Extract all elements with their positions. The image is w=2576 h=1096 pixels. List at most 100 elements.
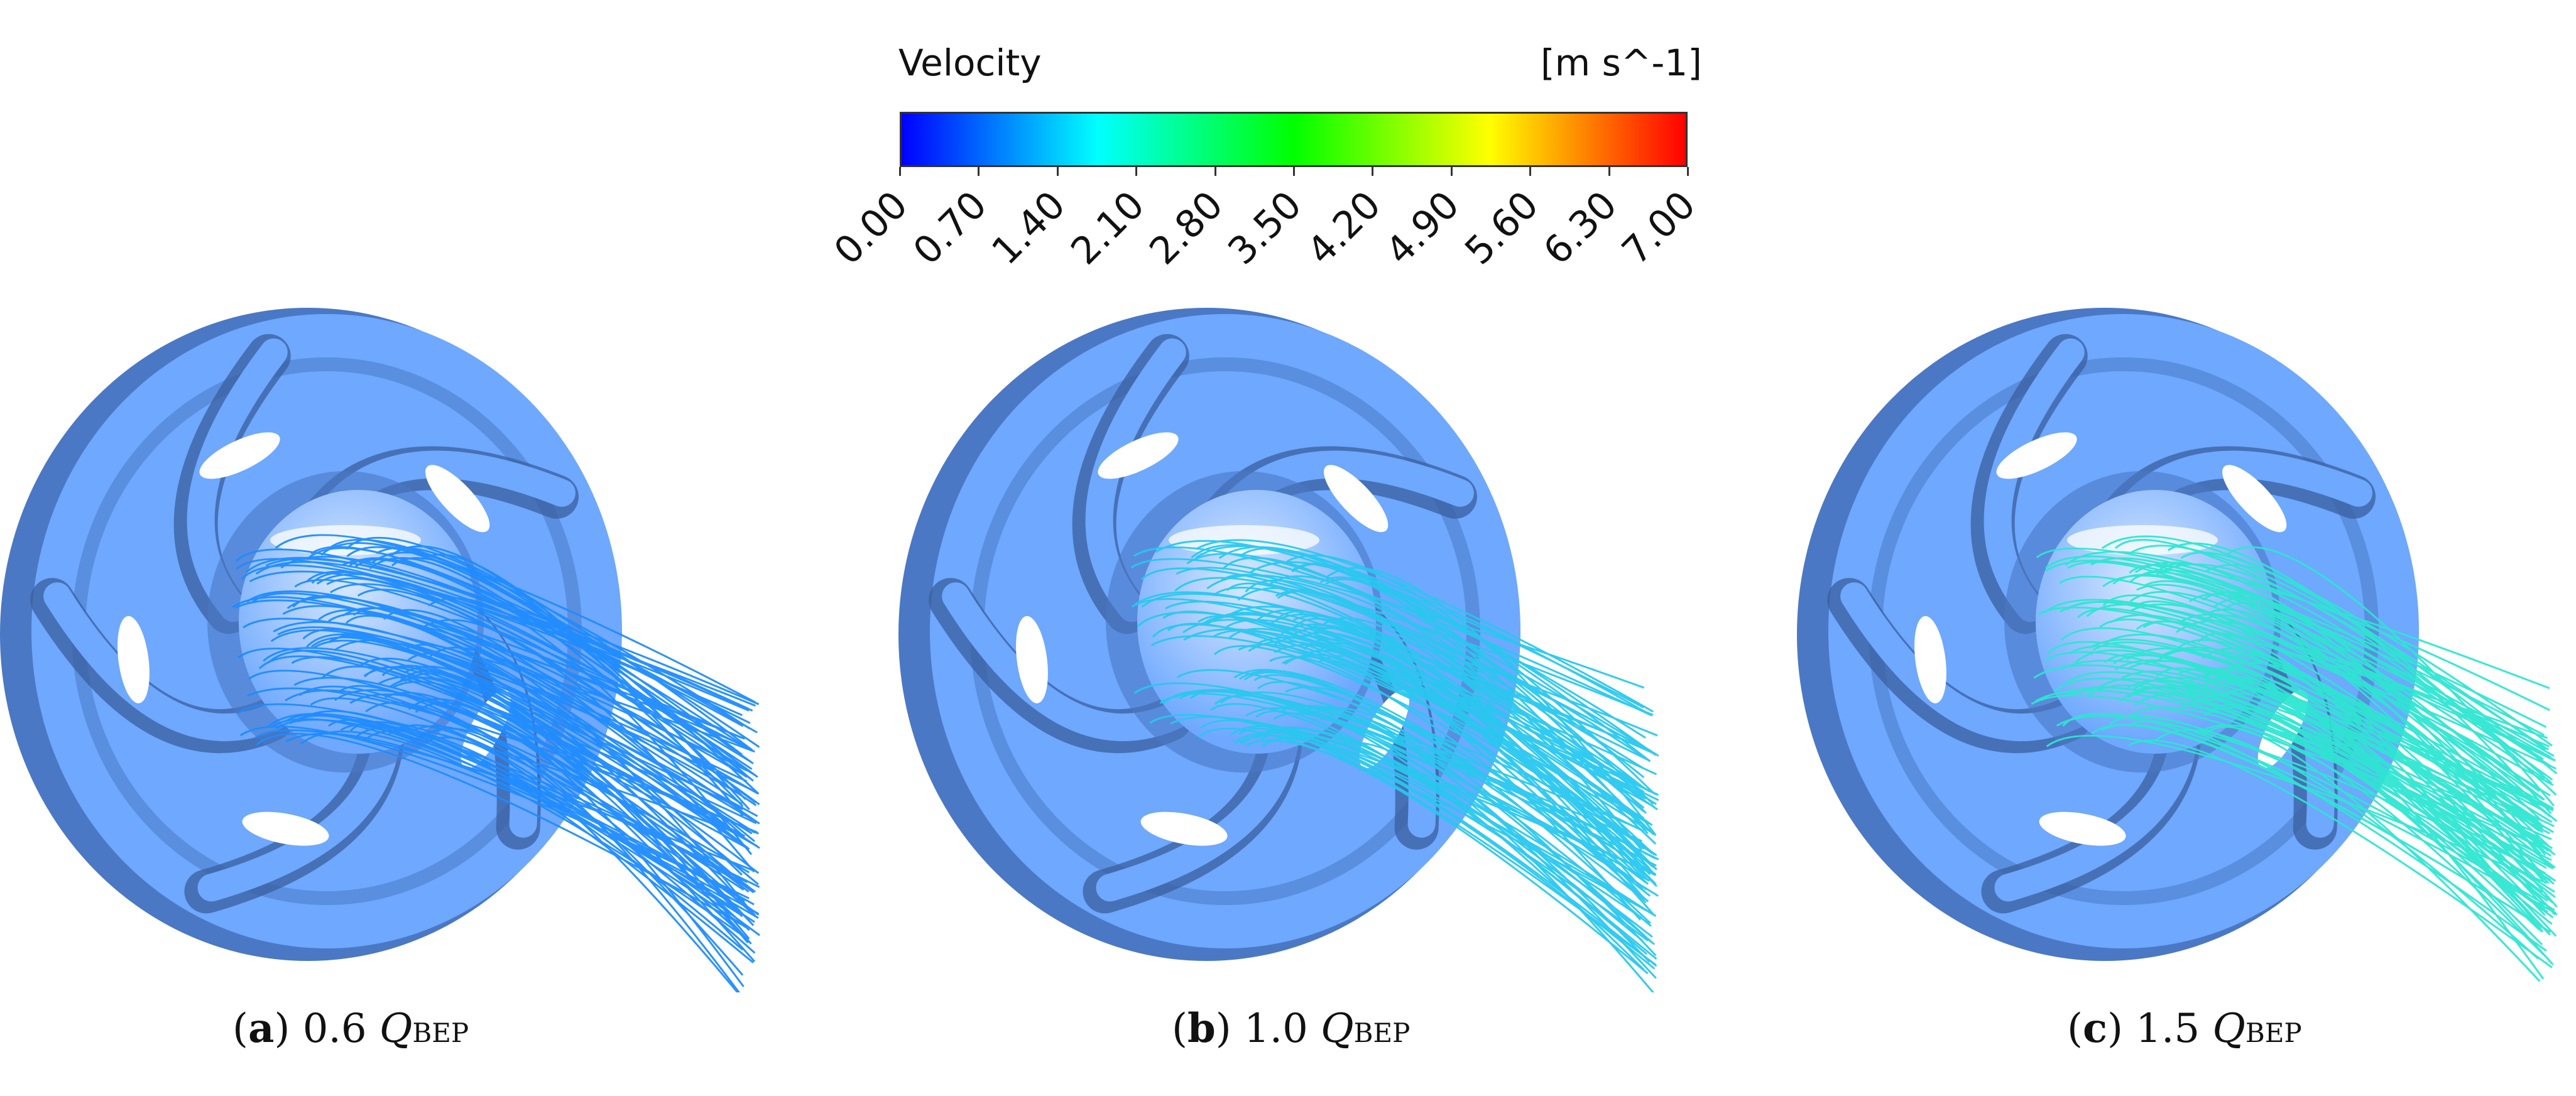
- streamline: [1176, 669, 1645, 832]
- caption-c-letter: c: [2082, 1005, 2107, 1052]
- streamline: [1285, 686, 1651, 925]
- streamline: [2061, 686, 2552, 861]
- streamline: [1225, 605, 1651, 793]
- streamline: [2036, 547, 2550, 690]
- streamline: [294, 578, 746, 748]
- streamline: [2066, 671, 2540, 839]
- streamline: [418, 727, 741, 992]
- streamline: [346, 546, 743, 756]
- streamline: [2114, 659, 2551, 857]
- colorbar-tick-label: 5.60: [1456, 183, 1547, 274]
- streamline: [1311, 707, 1657, 957]
- streamline: [2102, 575, 2545, 780]
- caption-b-q: Q: [1321, 1006, 1354, 1052]
- colorbar-tick-mark: [1372, 167, 1374, 176]
- streamline: [2086, 604, 2554, 786]
- colorbar-tick-mark: [1214, 167, 1216, 176]
- streamline: [2225, 687, 2545, 980]
- streamline: [349, 557, 758, 778]
- streamlines: [232, 534, 760, 992]
- streamline: [1170, 715, 1651, 874]
- caption-b-letter: b: [1187, 1005, 1216, 1052]
- streamline: [2223, 653, 2544, 933]
- streamline: [275, 534, 756, 703]
- colorbar-tick-label: 4.20: [1299, 183, 1390, 274]
- colorbar-tick-mark: [1529, 167, 1532, 176]
- blade-window: [1914, 616, 1946, 703]
- streamline: [1212, 587, 1645, 793]
- streamline: [273, 621, 743, 796]
- colorbar-tick-mark: [1450, 167, 1453, 176]
- colorbar-tick-label: 2.80: [1141, 183, 1232, 274]
- colorbar-tick-label: 2.10: [1062, 183, 1153, 274]
- blade-window: [2039, 811, 2126, 846]
- caption-b: (b) 1.0 QBEP: [1172, 1005, 1411, 1052]
- colorbar: [900, 112, 1688, 167]
- panel-c-impeller: [1797, 301, 2570, 992]
- caption-c: (c) 1.5 QBEP: [2067, 1005, 2302, 1052]
- streamline: [2203, 609, 2542, 855]
- streamline: [2104, 633, 2543, 830]
- streamline: [1273, 712, 1645, 971]
- colorbar-tick-mark: [1608, 167, 1610, 176]
- colorbar-tick-mark: [1056, 167, 1059, 176]
- streamline: [2212, 703, 2543, 946]
- streamline: [1269, 656, 1649, 903]
- streamline: [256, 732, 743, 926]
- colorbar-tick-mark: [899, 167, 901, 176]
- streamline: [2137, 569, 2553, 781]
- streamline: [1238, 643, 1653, 854]
- caption-b-value: 1.0: [1244, 1006, 1308, 1052]
- legend-unit: [m s^-1]: [1541, 41, 1702, 84]
- streamline: [2092, 641, 2541, 810]
- streamline: [1255, 609, 1657, 837]
- colorbar-tick-label: 1.40: [983, 183, 1074, 274]
- streamline: [1291, 626, 1657, 871]
- streamline: [384, 692, 750, 931]
- impeller-figure: [0, 308, 760, 992]
- colorbar-tick-mark: [1293, 167, 1295, 176]
- streamline: [2167, 542, 2557, 796]
- streamline: [1186, 553, 1659, 757]
- blade-window: [1016, 616, 1048, 703]
- streamline: [2128, 545, 2546, 751]
- streamlines: [1130, 539, 1659, 992]
- streamline: [1198, 727, 1647, 911]
- streamline: [280, 555, 744, 727]
- streamline: [327, 635, 753, 835]
- colorbar-tick-label: 7.00: [1613, 183, 1705, 274]
- streamline: [1303, 638, 1654, 916]
- streamline: [1318, 642, 1657, 887]
- caption-c-sub: BEP: [2245, 1017, 2302, 1048]
- streamline: [1218, 546, 1657, 756]
- streamline: [334, 689, 752, 892]
- caption-a: (a) 0.6 QBEP: [232, 1005, 469, 1052]
- legend-title: Velocity: [898, 41, 1042, 84]
- colorbar-tick-mark: [978, 167, 980, 176]
- streamline: [2069, 645, 2549, 808]
- streamline: [333, 633, 756, 834]
- streamline: [2225, 546, 2555, 806]
- blade-window: [1996, 432, 2077, 479]
- streamline: [425, 736, 739, 992]
- streamline: [2035, 689, 2552, 840]
- streamline: [2120, 670, 2556, 898]
- streamline: [267, 713, 748, 884]
- streamline: [388, 724, 756, 954]
- streamline: [290, 715, 755, 906]
- streamline: [282, 605, 758, 795]
- streamline: [2202, 668, 2551, 936]
- streamline: [1149, 713, 1650, 873]
- streamline: [2056, 715, 2546, 874]
- colorbar-tick-label: 0.00: [826, 183, 917, 274]
- streamline: [1133, 546, 1651, 716]
- streamline: [2143, 580, 2558, 822]
- streamline: [1280, 705, 1651, 963]
- streamline: [349, 720, 754, 963]
- streamline: [2137, 679, 2540, 875]
- streamline: [1209, 703, 1653, 915]
- streamline: [2038, 606, 2548, 739]
- streamline: [2127, 706, 2554, 918]
- blade-window: [425, 465, 490, 533]
- streamlines: [2031, 535, 2558, 982]
